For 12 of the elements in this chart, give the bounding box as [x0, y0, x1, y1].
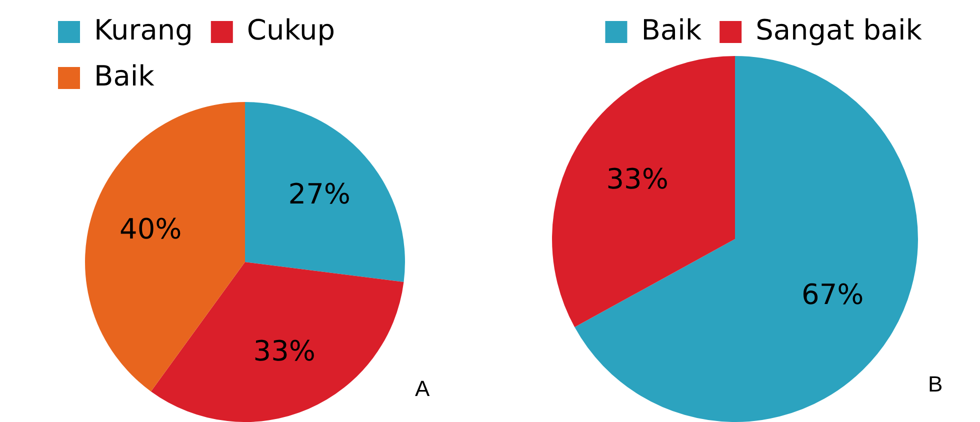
data-label: 67%: [802, 278, 864, 312]
legend-label: Sangat baik: [756, 13, 923, 46]
data-label: 40%: [120, 212, 182, 246]
legend-label: Kurang: [94, 13, 193, 46]
data-label: 33%: [253, 334, 316, 368]
data-label: 27%: [288, 178, 351, 211]
text: A: [415, 376, 430, 402]
legend-label: Baik: [641, 13, 702, 46]
legend-label: Cukup: [246, 13, 336, 46]
data-label: 33%: [606, 162, 668, 196]
text: B: [928, 371, 943, 396]
legend-label: Baik: [94, 59, 156, 92]
